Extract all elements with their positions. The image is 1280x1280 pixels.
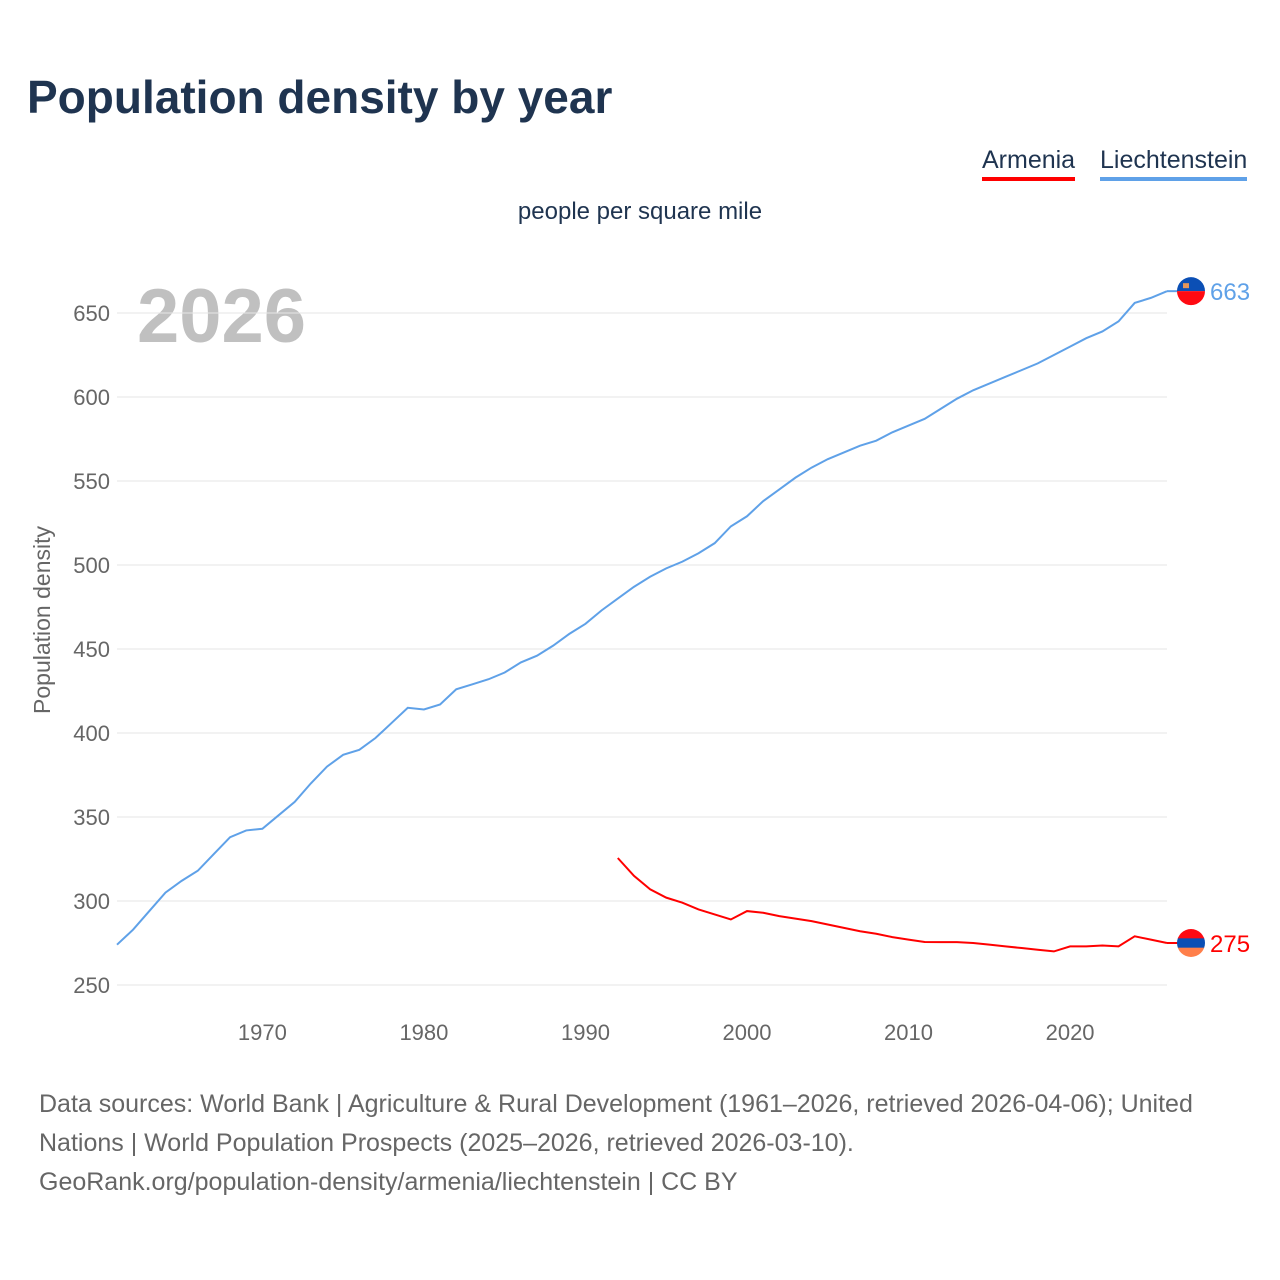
y-tick-label: 250 — [73, 973, 110, 998]
y-tick-label: 350 — [73, 805, 110, 830]
source-link[interactable]: GeoRank.org/population-density/armenia/l… — [39, 1168, 738, 1196]
y-tick-label: 450 — [73, 637, 110, 662]
y-tick-label: 400 — [73, 721, 110, 746]
flag-icon-armenia — [1177, 929, 1205, 939]
y-tick-label: 600 — [73, 385, 110, 410]
data-sources: Data sources: World Bank | Agriculture &… — [39, 1090, 1193, 1157]
y-axis-label: Population density — [29, 526, 55, 714]
series-line-armenia — [617, 857, 1168, 953]
footer: Data sources: World Bank | Agriculture &… — [39, 1085, 1249, 1202]
x-tick-label: 1980 — [399, 1020, 448, 1045]
series-line-liechtenstein — [116, 290, 1168, 946]
chart-subtitle: people per square mile — [517, 198, 763, 225]
flag-icon-liechtenstein — [1177, 277, 1205, 292]
flag-icon-armenia — [1177, 938, 1205, 949]
legend-liechtenstein[interactable]: Liechtenstein — [1100, 146, 1248, 181]
x-tick-label: 2010 — [884, 1020, 933, 1045]
x-tick-label: 1990 — [561, 1020, 610, 1045]
end-value-label-armenia: 275 — [1210, 931, 1250, 958]
x-tick-label: 2020 — [1046, 1020, 1095, 1045]
x-tick-label: 1970 — [238, 1020, 287, 1045]
crown-icon — [1183, 283, 1189, 289]
y-tick-label: 650 — [73, 301, 110, 326]
y-tick-label: 500 — [73, 553, 110, 578]
y-tick-label: 550 — [73, 469, 110, 494]
x-tick-label: 2000 — [723, 1020, 772, 1045]
flag-icon-liechtenstein-lower — [1177, 291, 1205, 306]
flag-icon-armenia — [1177, 947, 1205, 957]
chart-title: Population density by year — [27, 71, 613, 123]
legend-armenia[interactable]: Armenia — [982, 146, 1076, 181]
year-label: 2026 — [137, 274, 306, 359]
end-value-label-liechtenstein: 663 — [1210, 279, 1250, 306]
y-tick-label: 300 — [73, 889, 110, 914]
